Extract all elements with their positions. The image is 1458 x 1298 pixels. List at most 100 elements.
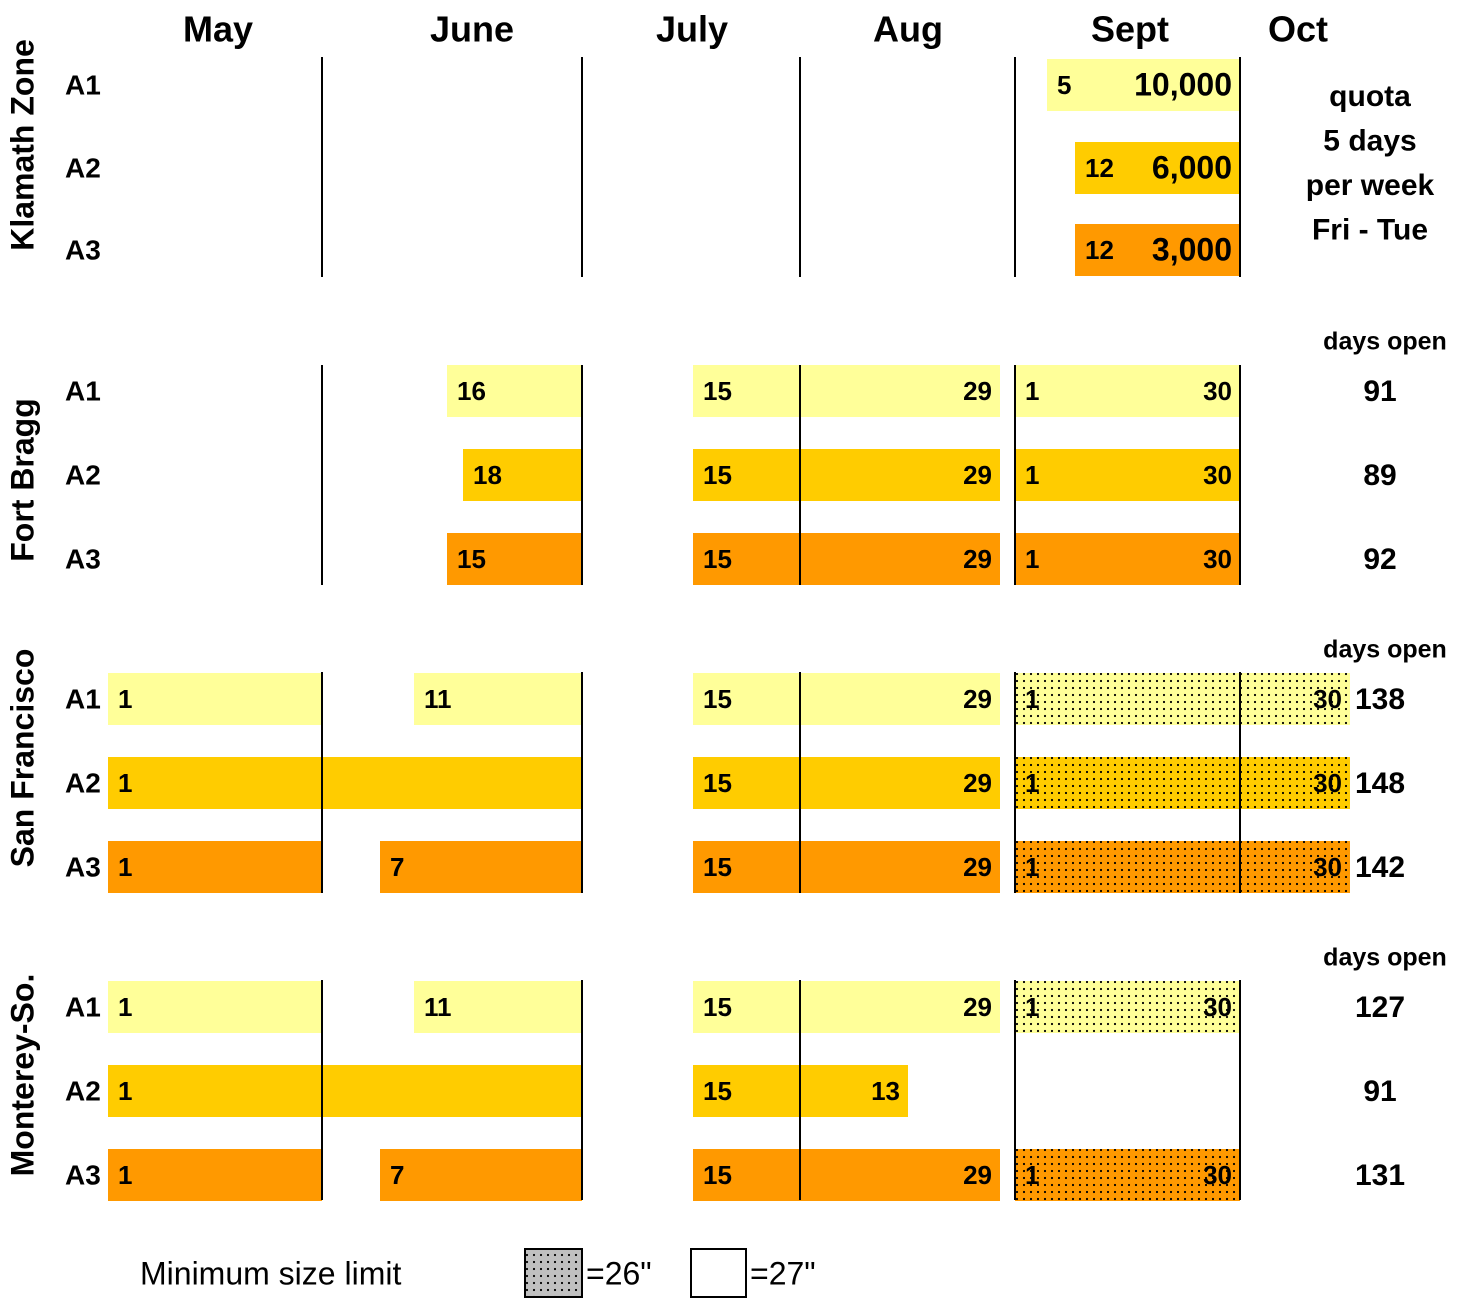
legend-swatch-dots <box>525 1249 582 1297</box>
bar-end-label: 29 <box>963 460 992 490</box>
bar-end-label: 13 <box>871 1076 900 1106</box>
season-bar <box>380 1149 582 1201</box>
row-label: A1 <box>65 375 101 406</box>
month-header: May <box>183 9 253 50</box>
bar-end-label: 10,000 <box>1134 66 1232 102</box>
zone-label: Monterey-So. <box>4 974 40 1177</box>
season-bar <box>693 533 1000 585</box>
days-open-header: days open <box>1323 328 1447 356</box>
row-label: A3 <box>65 234 101 265</box>
season-bar <box>414 981 582 1033</box>
bar-start-label: 15 <box>703 684 732 714</box>
season-bar-dots <box>1015 981 1240 1033</box>
legend-label: =26" <box>586 1255 652 1291</box>
days-open-total: 131 <box>1355 1159 1405 1192</box>
quota-note: quota <box>1329 80 1411 113</box>
row-label: A2 <box>65 459 101 490</box>
bar-start-label: 1 <box>1025 544 1039 574</box>
month-header: July <box>656 9 728 50</box>
season-bar <box>463 449 582 501</box>
bar-start-label: 15 <box>703 1076 732 1106</box>
quota-note: per week <box>1306 169 1435 202</box>
bar-start-label: 1 <box>118 684 132 714</box>
bar-start-label: 1 <box>1025 460 1039 490</box>
bar-start-label: 15 <box>457 544 486 574</box>
bar-end-label: 6,000 <box>1152 149 1232 185</box>
days-open-total: 92 <box>1363 543 1396 576</box>
bar-start-label: 15 <box>703 768 732 798</box>
bar-end-label: 29 <box>963 544 992 574</box>
bar-start-label: 1 <box>118 992 132 1022</box>
bar-start-label: 1 <box>1025 1160 1039 1190</box>
bar-start-label: 18 <box>473 460 502 490</box>
row-label: A3 <box>65 851 101 882</box>
bar-start-label: 1 <box>118 852 132 882</box>
row-label: A3 <box>65 543 101 574</box>
season-bar <box>693 981 1000 1033</box>
season-bar <box>693 449 1000 501</box>
season-bar <box>108 1065 582 1117</box>
season-bar <box>693 841 1000 893</box>
bar-start-label: 1 <box>1025 992 1039 1022</box>
season-bar <box>447 533 582 585</box>
bar-start-label: 15 <box>703 376 732 406</box>
season-bar <box>447 365 582 417</box>
season-bar-dots <box>1015 841 1350 893</box>
bar-end-label: 30 <box>1313 768 1342 798</box>
row-label: A1 <box>65 991 101 1022</box>
season-bar <box>1015 533 1240 585</box>
season-bar <box>1015 365 1240 417</box>
month-header: June <box>430 9 514 50</box>
bar-start-label: 15 <box>703 460 732 490</box>
bar-start-label: 7 <box>390 1160 404 1190</box>
legend-title: Minimum size limit <box>140 1255 401 1291</box>
row-label: A2 <box>65 152 101 183</box>
quota-note: 5 days <box>1323 124 1416 157</box>
season-bar <box>1075 224 1240 276</box>
bar-end-label: 30 <box>1313 852 1342 882</box>
bar-end-label: 3,000 <box>1152 231 1232 267</box>
season-bar-dots <box>1015 757 1350 809</box>
bar-start-label: 1 <box>118 1160 132 1190</box>
season-bar <box>1015 449 1240 501</box>
bar-start-label: 1 <box>1025 376 1039 406</box>
row-label: A2 <box>65 767 101 798</box>
days-open-total: 142 <box>1355 851 1405 884</box>
bar-end-label: 29 <box>963 1160 992 1190</box>
bar-end-label: 30 <box>1203 376 1232 406</box>
season-bar <box>693 365 1000 417</box>
row-label: A1 <box>65 69 101 100</box>
bar-end-label: 30 <box>1203 460 1232 490</box>
days-open-total: 89 <box>1363 459 1396 492</box>
season-bar <box>693 673 1000 725</box>
bar-end-label: 30 <box>1313 684 1342 714</box>
quota-note: Fri - Tue <box>1312 213 1428 246</box>
days-open-total: 148 <box>1355 767 1405 800</box>
season-bar-dots <box>1015 1149 1240 1201</box>
season-bar <box>1047 59 1240 111</box>
days-open-header: days open <box>1323 944 1447 972</box>
bar-start-label: 12 <box>1085 235 1114 265</box>
row-label: A2 <box>65 1075 101 1106</box>
bar-start-label: 15 <box>703 852 732 882</box>
bar-start-label: 15 <box>703 992 732 1022</box>
bar-start-label: 12 <box>1085 153 1114 183</box>
bar-end-label: 30 <box>1203 992 1232 1022</box>
season-bar <box>414 673 582 725</box>
bar-end-label: 29 <box>963 992 992 1022</box>
bar-end-label: 30 <box>1203 544 1232 574</box>
bar-start-label: 1 <box>1025 684 1039 714</box>
season-bar <box>108 673 322 725</box>
season-bar <box>1075 142 1240 194</box>
bar-start-label: 15 <box>703 1160 732 1190</box>
bar-start-label: 16 <box>457 376 486 406</box>
row-label: A3 <box>65 1159 101 1190</box>
zone-label: San Francisco <box>4 649 40 868</box>
bar-start-label: 7 <box>390 852 404 882</box>
month-header: Sept <box>1091 9 1169 50</box>
season-bar <box>108 981 322 1033</box>
legend-label: =27" <box>750 1255 816 1291</box>
legend-swatch-plain <box>690 1248 747 1298</box>
bar-end-label: 29 <box>963 768 992 798</box>
